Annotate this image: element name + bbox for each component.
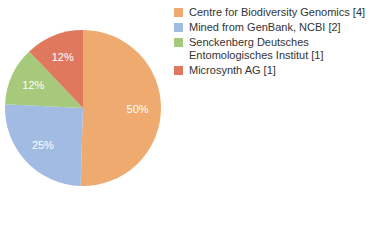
svg-text:25%: 25%	[32, 139, 54, 151]
svg-text:50%: 50%	[127, 103, 149, 115]
html-text:Mined from GenBank, NCBI [2]: Mined from GenBank, NCBI [2]	[189, 21, 341, 33]
html-text:Senckenberg Deutsches Entomolo: Senckenberg Deutsches Entomologisches In…	[189, 36, 324, 61]
svg-text:12%: 12%	[22, 79, 44, 91]
html-text:Microsynth AG [1]: Microsynth AG [1]	[189, 64, 276, 76]
svg-text:12%: 12%	[52, 51, 74, 63]
html-text:Centre for Biodiversity Genomi: Centre for Biodiversity Genomics [4]	[189, 6, 366, 18]
